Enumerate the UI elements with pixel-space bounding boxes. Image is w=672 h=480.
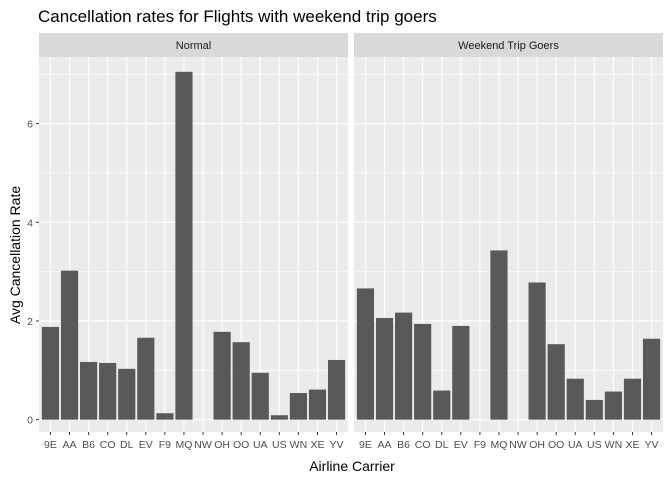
bar-OH	[213, 331, 231, 420]
facet-panel-2: Weekend Trip Goers 9E AA B6 CO DL EV F9 MQ NW OH OO…	[354, 33, 663, 451]
x-tick-label: OH	[529, 439, 545, 451]
x-tick-label: WN	[290, 439, 308, 451]
x-tick-label: XE	[310, 439, 324, 451]
x-tick-label: B6	[82, 439, 95, 451]
facet-strip	[39, 33, 348, 57]
x-tick-label: UA	[253, 439, 268, 451]
x-tick-label: 9E	[44, 439, 57, 451]
bar-UA	[566, 378, 584, 420]
chart-title: Cancellation rates for Flights with week…	[38, 7, 437, 26]
bar-B6	[395, 312, 413, 420]
x-tick-label: EV	[139, 439, 153, 451]
bar-MQ	[490, 250, 508, 420]
x-tick-label: EV	[454, 439, 468, 451]
x-tick-label: YV	[645, 439, 659, 451]
bar-YV	[327, 359, 346, 420]
facet-strip	[354, 33, 663, 57]
x-tick-label: US	[587, 439, 602, 451]
x-tick-label: XE	[625, 439, 639, 451]
x-tick-label: OO	[233, 439, 249, 451]
x-tick-label: NW	[509, 439, 527, 451]
x-tick-label: F9	[159, 439, 171, 451]
bar-EV	[137, 337, 155, 420]
bar-US	[585, 399, 603, 420]
x-tick-label: AA	[378, 439, 392, 451]
bar-9E	[41, 326, 60, 420]
bar-WN	[289, 393, 307, 420]
x-tick-label: MQ	[491, 439, 508, 451]
x-tick-label: YV	[330, 439, 344, 451]
bar-XE	[623, 378, 642, 420]
x-axis-title: Airline Carrier	[309, 458, 395, 474]
bar-AA	[375, 318, 394, 420]
x-tick-label: NW	[194, 439, 212, 451]
y-tick-label: 2	[27, 316, 33, 328]
y-tick-label: 4	[27, 217, 33, 229]
x-tick-label: DL	[120, 439, 134, 451]
x-tick-label: F9	[474, 439, 486, 451]
bar-EV	[452, 325, 470, 420]
y-axis-title: Avg Cancellation Rate	[7, 186, 23, 324]
x-tick-label: OH	[214, 439, 230, 451]
y-axis: 0 2 4 6	[27, 119, 39, 427]
y-tick-label: 0	[27, 415, 33, 427]
bar-B6	[80, 361, 98, 420]
bar-DL	[433, 390, 451, 420]
bar-DL	[118, 368, 136, 420]
bar-F9	[156, 413, 174, 420]
x-tick-label: AA	[63, 439, 77, 451]
bar-WN	[604, 391, 622, 420]
facet-panel-1: Normal 9E AA B6 CO DL EV F9 MQ NW OH OO UA US WN XE YV	[39, 33, 348, 451]
x-tick-label: 9E	[359, 439, 372, 451]
bar-XE	[308, 389, 327, 420]
bar-9E	[356, 288, 375, 420]
x-tick-label: CO	[415, 439, 431, 451]
bar-OH	[528, 282, 546, 420]
bar-MQ	[175, 71, 193, 420]
facet-strip-label: Weekend Trip Goers	[458, 40, 559, 52]
x-tick-label: MQ	[176, 439, 193, 451]
x-tick-label: WN	[605, 439, 623, 451]
bar-UA	[251, 372, 269, 420]
bar-AA	[60, 270, 79, 420]
bar-US	[270, 415, 288, 420]
x-tick-label: OO	[548, 439, 564, 451]
x-tick-label: B6	[397, 439, 410, 451]
bar-OO	[547, 344, 565, 420]
x-tick-label: DL	[435, 439, 449, 451]
y-tick-label: 6	[27, 119, 33, 131]
bar-CO	[414, 323, 432, 420]
x-tick-label: UA	[568, 439, 583, 451]
bar-YV	[642, 338, 661, 420]
x-tick-label: CO	[100, 439, 116, 451]
bar-OO	[232, 342, 250, 420]
x-tick-label: US	[272, 439, 287, 451]
bar-CO	[99, 362, 117, 420]
facet-strip-label: Normal	[176, 40, 211, 52]
